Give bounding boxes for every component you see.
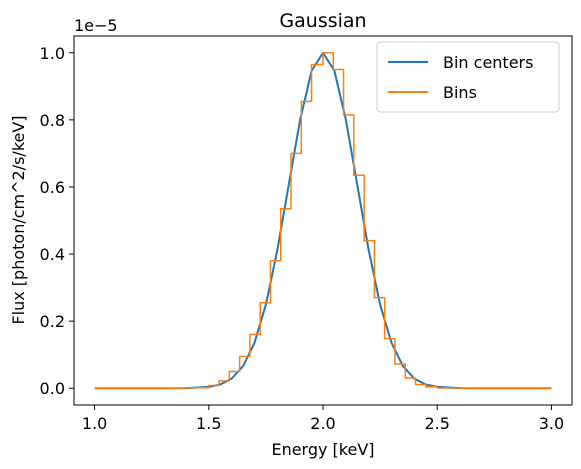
legend-label-bins: Bins xyxy=(443,83,477,102)
x-tick-label: 1.5 xyxy=(196,414,221,433)
y-tick-label: 0.8 xyxy=(40,111,65,130)
y-axis-title: Flux [photon/cm^2/s/keV] xyxy=(9,115,28,324)
legend-box xyxy=(376,41,560,113)
y-axis: 0.0 0.2 0.4 0.6 0.8 1.0 xyxy=(40,44,74,398)
x-tick-label: 2.5 xyxy=(424,414,449,433)
y-offset-label: 1e−5 xyxy=(74,16,118,35)
y-tick-label: 0.2 xyxy=(40,312,65,331)
y-tick-label: 1.0 xyxy=(40,44,65,63)
chart-title: Gaussian xyxy=(279,10,366,32)
plot-area xyxy=(94,51,552,390)
x-tick-label: 1.0 xyxy=(82,414,107,433)
x-axis: 1.0 1.5 2.0 2.5 3.0 xyxy=(82,405,564,433)
legend: Bin centers Bins xyxy=(376,41,560,113)
y-tick-label: 0.4 xyxy=(40,245,65,264)
series-bins xyxy=(94,52,552,389)
y-tick-label: 0.0 xyxy=(40,379,65,398)
y-tick-label: 0.6 xyxy=(40,178,65,197)
x-tick-label: 3.0 xyxy=(539,414,564,433)
axes-frame xyxy=(73,35,573,406)
legend-label-bin-centers: Bin centers xyxy=(443,53,533,72)
x-tick-label: 2.0 xyxy=(310,414,335,433)
x-axis-title: Energy [keV] xyxy=(271,440,374,459)
